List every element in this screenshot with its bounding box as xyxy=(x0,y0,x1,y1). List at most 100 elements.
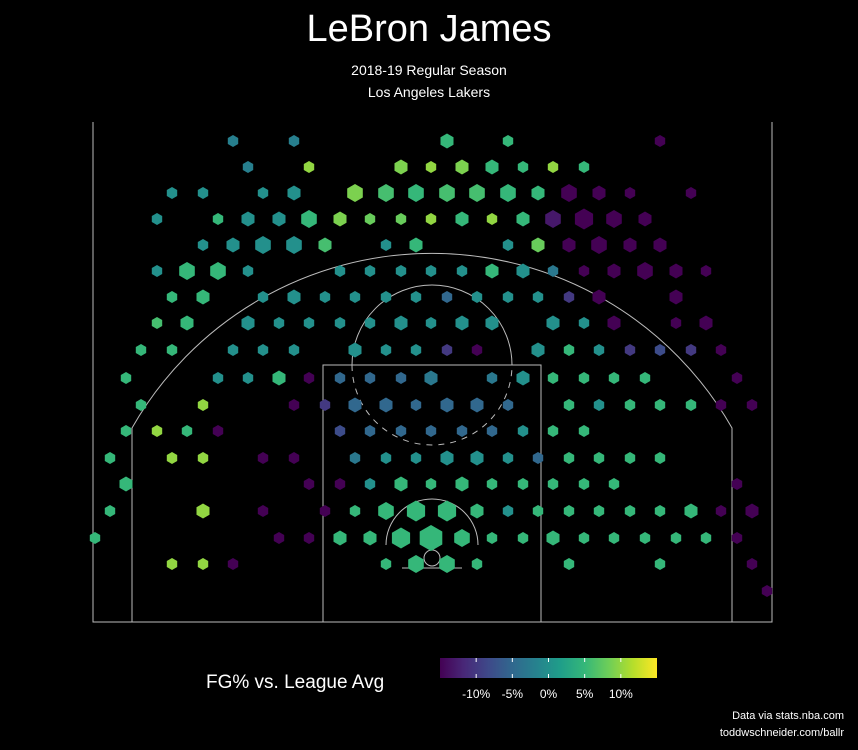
shot-hex xyxy=(197,239,209,251)
shot-hex xyxy=(151,265,163,277)
shot-hex xyxy=(578,532,590,544)
shot-hex xyxy=(380,344,392,356)
shot-hex xyxy=(439,184,455,202)
shot-hex xyxy=(378,184,394,202)
shot-hex xyxy=(135,399,147,411)
shot-hex xyxy=(348,342,362,358)
shot-hex xyxy=(395,213,407,225)
shot-hex xyxy=(532,505,544,517)
shot-hex xyxy=(197,558,209,570)
shot-hex xyxy=(166,187,178,199)
shot-hex xyxy=(242,372,254,384)
shot-hex xyxy=(638,211,652,227)
shot-hex xyxy=(654,135,666,147)
shot-hex xyxy=(624,452,636,464)
shot-hex xyxy=(394,159,408,175)
shot-hex xyxy=(746,399,758,411)
shot-hex xyxy=(502,135,514,147)
shot-hex xyxy=(408,555,424,573)
shot-hex xyxy=(608,532,620,544)
chart-subtitle-season: 2018-19 Regular Season xyxy=(351,62,507,78)
color-legend: -10% -5% 0% 5% 10% xyxy=(440,658,657,701)
shot-hex xyxy=(563,452,575,464)
shot-hex xyxy=(288,452,300,464)
chart-title: LeBron James xyxy=(306,8,552,50)
free-throw-circle-top xyxy=(351,284,513,366)
shot-hex xyxy=(104,505,116,517)
shot-hex xyxy=(210,262,226,280)
data-source-credit: Data via stats.nba.com xyxy=(732,710,844,722)
shot-hex xyxy=(731,532,743,544)
shot-hex xyxy=(425,425,437,437)
shot-hex xyxy=(670,317,682,329)
shot-hex xyxy=(517,425,529,437)
shot-hex xyxy=(516,263,530,279)
shot-hex xyxy=(624,505,636,517)
shot-hex xyxy=(684,503,698,519)
shot-hex xyxy=(227,344,239,356)
shot-hex xyxy=(761,585,773,597)
shot-hex xyxy=(715,399,727,411)
shot-hex xyxy=(578,265,590,277)
shot-hex xyxy=(685,187,697,199)
shot-hex xyxy=(502,452,514,464)
shot-hex xyxy=(166,291,178,303)
shot-hex xyxy=(471,344,483,356)
shot-hex xyxy=(470,503,484,519)
legend-tick-label: -10% xyxy=(462,687,490,701)
shot-hex xyxy=(654,505,666,517)
shot-hex xyxy=(349,291,361,303)
shot-hex xyxy=(471,291,483,303)
shot-hex xyxy=(334,372,346,384)
shot-hex xyxy=(654,452,666,464)
shot-hex xyxy=(669,263,683,279)
shot-hex xyxy=(546,530,560,546)
shot-hex xyxy=(455,211,469,227)
shot-hex xyxy=(135,344,147,356)
shot-hex xyxy=(531,342,545,358)
shot-hex xyxy=(89,532,101,544)
shot-hex xyxy=(607,315,621,331)
shot-hex xyxy=(286,236,302,254)
shot-hex xyxy=(670,532,682,544)
shot-hex xyxy=(653,237,667,253)
shot-hex xyxy=(212,372,224,384)
shot-hex xyxy=(179,262,195,280)
shot-hex xyxy=(425,161,437,173)
shot-hex xyxy=(226,237,240,253)
shot-hex xyxy=(255,236,271,254)
shot-hex xyxy=(699,315,713,331)
legend-tick-label: 0% xyxy=(540,687,558,701)
paint-box xyxy=(322,364,542,623)
shot-hex xyxy=(379,397,393,413)
shot-hex xyxy=(288,135,300,147)
shot-hex xyxy=(378,502,394,520)
shot-hex xyxy=(745,503,759,519)
shot-hex xyxy=(563,558,575,570)
shot-hex xyxy=(485,159,499,175)
shot-hex xyxy=(410,291,422,303)
shot-hex xyxy=(197,187,209,199)
shot-hex xyxy=(257,505,269,517)
shot-hex xyxy=(380,239,392,251)
shot-hex xyxy=(409,237,423,253)
shot-hex xyxy=(607,263,621,279)
shot-hex xyxy=(273,532,285,544)
shot-hex xyxy=(685,344,697,356)
shot-hex xyxy=(593,399,605,411)
shot-hex xyxy=(319,505,331,517)
shot-hex xyxy=(410,399,422,411)
shot-hex xyxy=(257,452,269,464)
shot-hex xyxy=(395,265,407,277)
shot-hex xyxy=(394,476,408,492)
shot-hex xyxy=(425,478,437,490)
shot-hex xyxy=(212,213,224,225)
shot-hex xyxy=(608,478,620,490)
shot-hex xyxy=(119,476,133,492)
shot-hex xyxy=(380,558,392,570)
shot-hex xyxy=(104,452,116,464)
shot-hex xyxy=(470,397,484,413)
shot-hex xyxy=(502,505,514,517)
shot-hex xyxy=(441,344,453,356)
shot-hex xyxy=(333,211,347,227)
